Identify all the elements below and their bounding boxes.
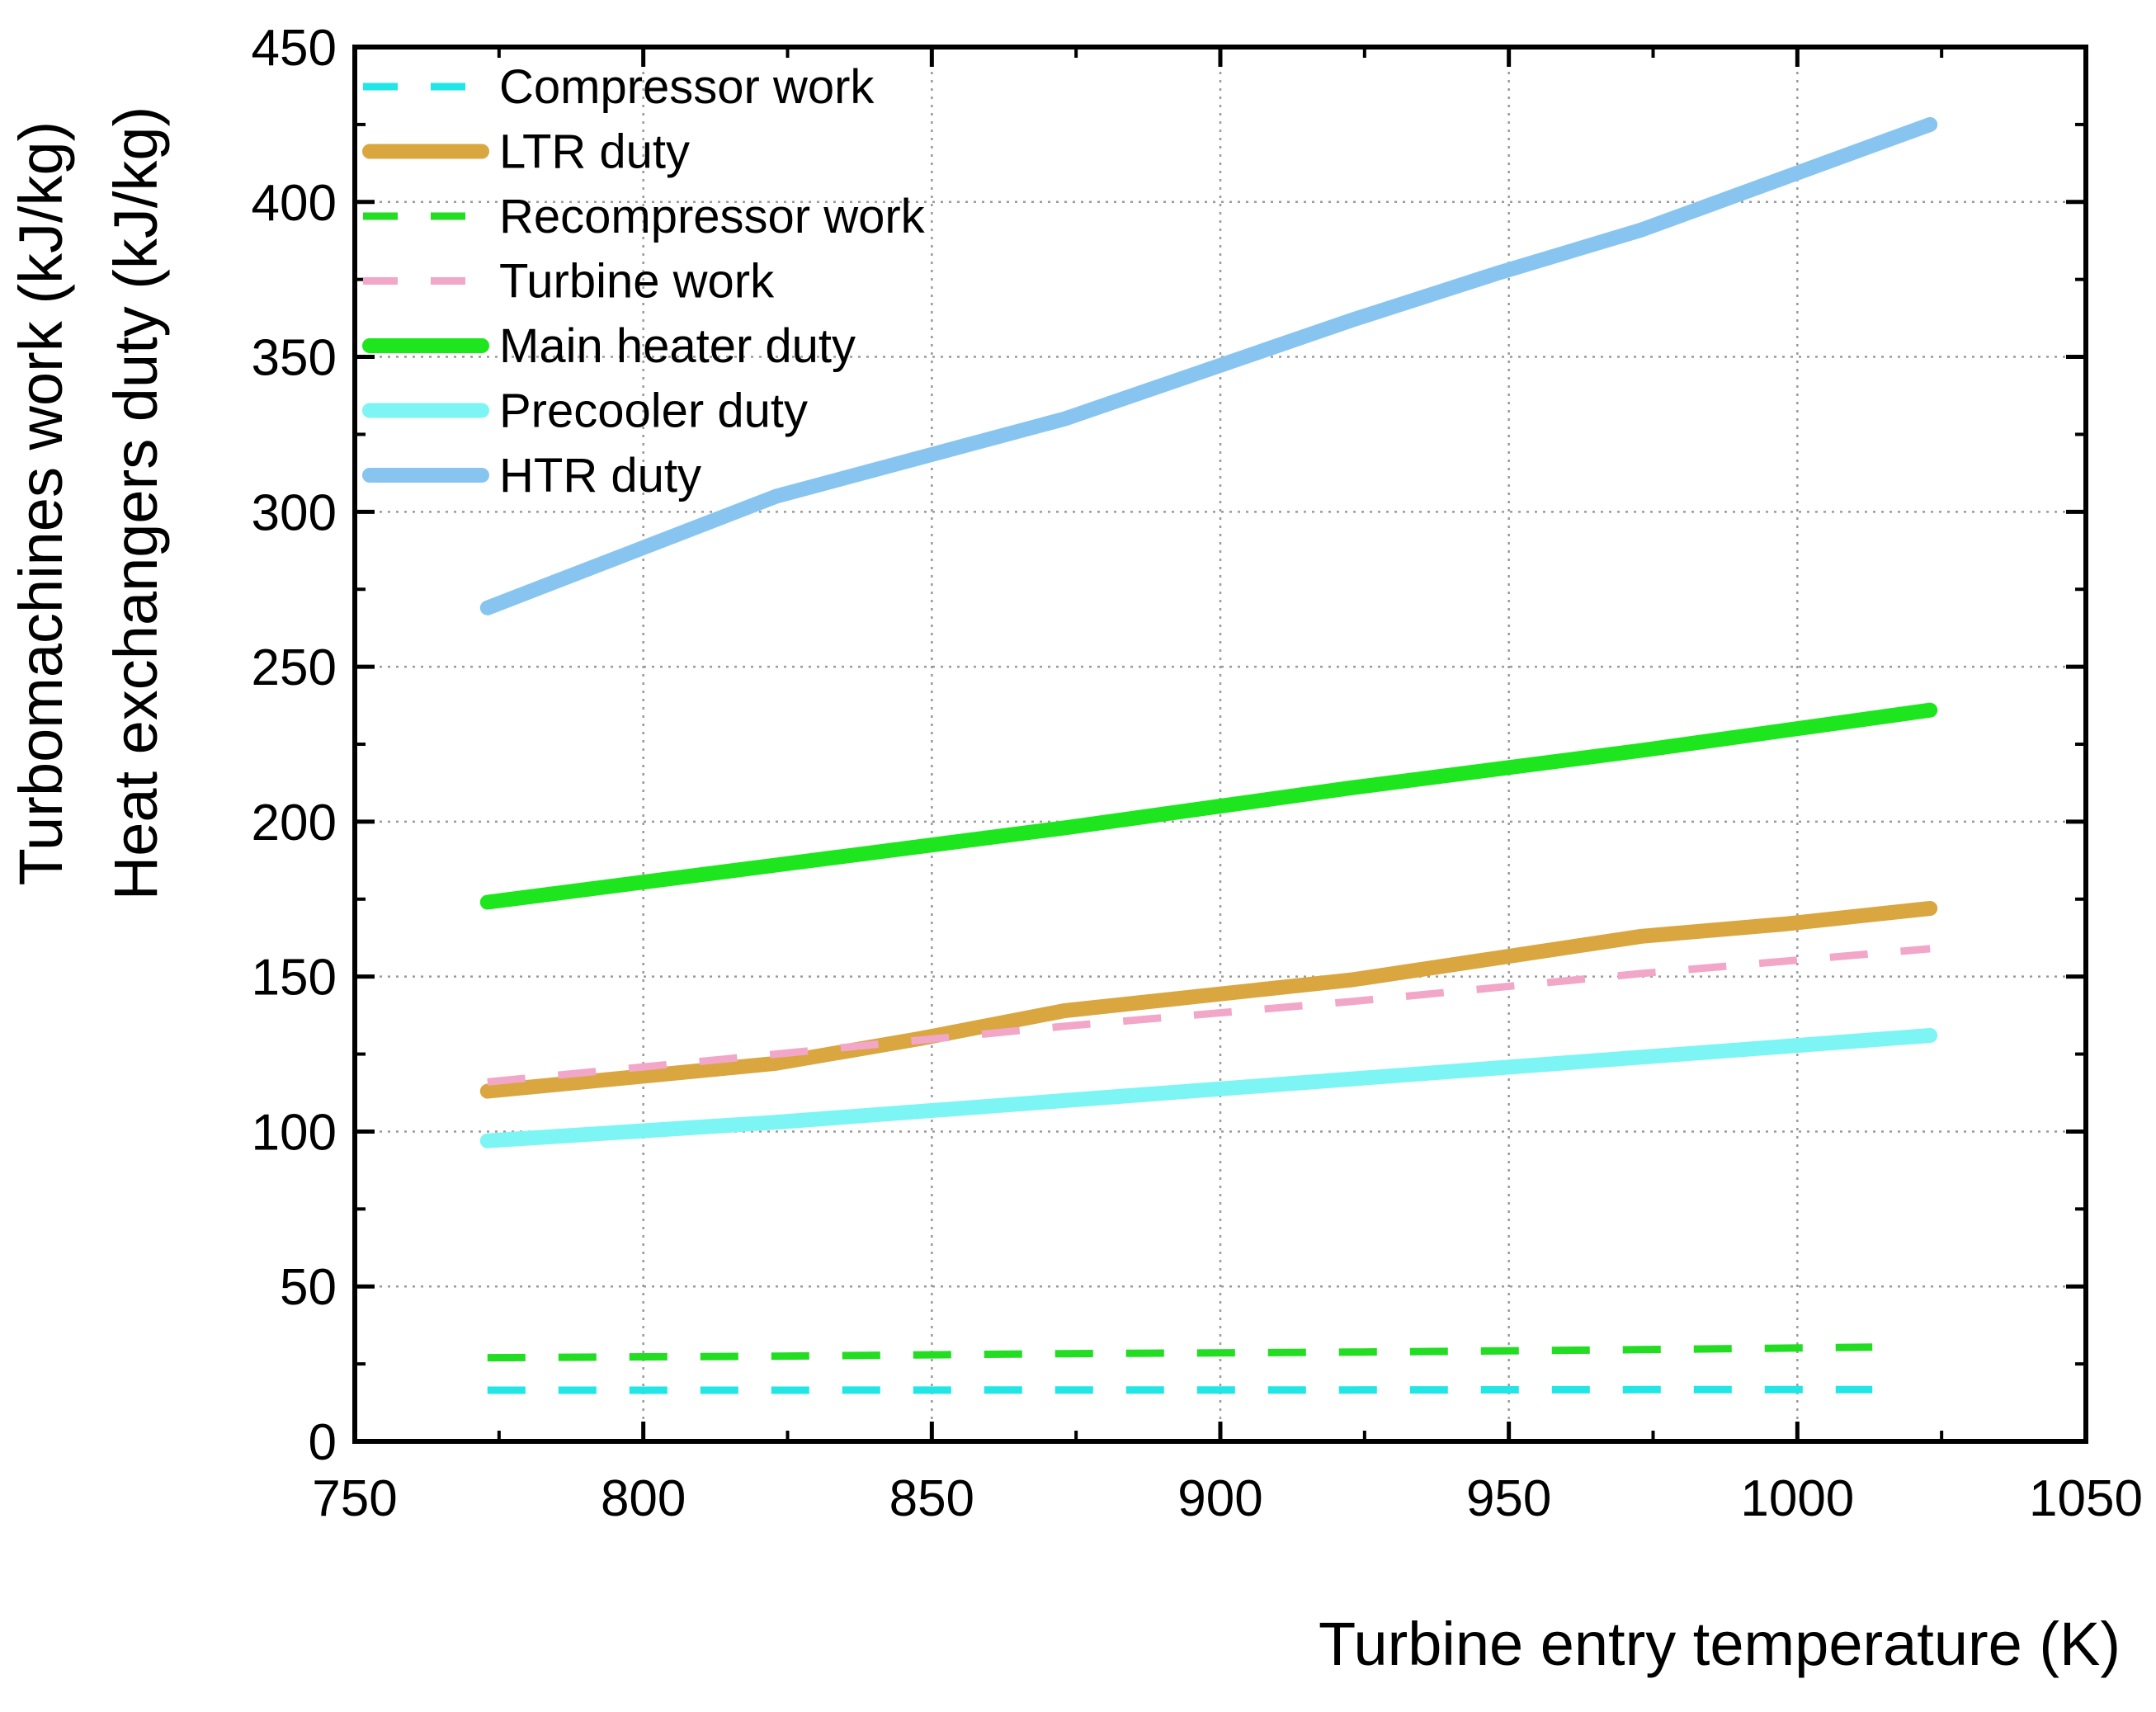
legend-label-6: Precooler duty bbox=[499, 384, 808, 438]
legend-label-7: HTR duty bbox=[499, 449, 701, 502]
series-line-2 bbox=[479, 901, 1938, 1099]
series-line-5 bbox=[479, 702, 1938, 910]
y-tick-label: 200 bbox=[252, 795, 337, 851]
grid-lines bbox=[355, 47, 2086, 1441]
series-line-6 bbox=[479, 1028, 1938, 1148]
y-tick-label: 350 bbox=[252, 330, 337, 387]
legend-label-2: LTR duty bbox=[499, 125, 690, 179]
y-tick-label: 300 bbox=[252, 484, 337, 541]
x-axis-title: Turbine entry temperature (K) bbox=[1319, 1610, 2121, 1678]
legend-label-5: Main heater duty bbox=[499, 319, 856, 373]
legend-label-3: Recompressor work bbox=[499, 190, 926, 243]
y-tick-label: 100 bbox=[252, 1104, 337, 1161]
series-line-7 bbox=[479, 116, 1938, 615]
y-tick-label: 450 bbox=[252, 20, 337, 77]
y-tick-label: 400 bbox=[252, 175, 337, 232]
y-tick-label: 50 bbox=[280, 1259, 337, 1316]
legend: Compressor work LTR duty Recompressor work… bbox=[362, 60, 926, 502]
x-tick-label: 1050 bbox=[2029, 1470, 2143, 1527]
series-line-1 bbox=[487, 1385, 1873, 1394]
legend-label-1: Compressor work bbox=[499, 60, 875, 114]
series-line-4 bbox=[487, 945, 1931, 1086]
x-tick-label: 850 bbox=[889, 1470, 974, 1527]
series-layer bbox=[479, 116, 1938, 1394]
x-tick-label: 1000 bbox=[1740, 1470, 1854, 1527]
y-tick-label: 250 bbox=[252, 639, 337, 696]
y-tick-label: 0 bbox=[309, 1414, 337, 1471]
series-line-3 bbox=[487, 1343, 1873, 1362]
y-axis-title-line-1: Turbomachines work (kJ/kg) bbox=[7, 121, 75, 886]
y-axis-title-line-2: Heat exchangers duty (kJ/kg) bbox=[101, 106, 170, 900]
x-tick-label: 950 bbox=[1466, 1470, 1551, 1527]
axis-ticks: 750 800 850 900 950 1000 1050 0 50 100 150 200 250 30… bbox=[252, 20, 2143, 1527]
y-tick-label: 150 bbox=[252, 950, 337, 1007]
x-tick-label: 750 bbox=[312, 1470, 397, 1527]
x-tick-label: 800 bbox=[601, 1470, 686, 1527]
x-tick-label: 900 bbox=[1177, 1470, 1262, 1527]
legend-label-4: Turbine work bbox=[499, 255, 775, 309]
